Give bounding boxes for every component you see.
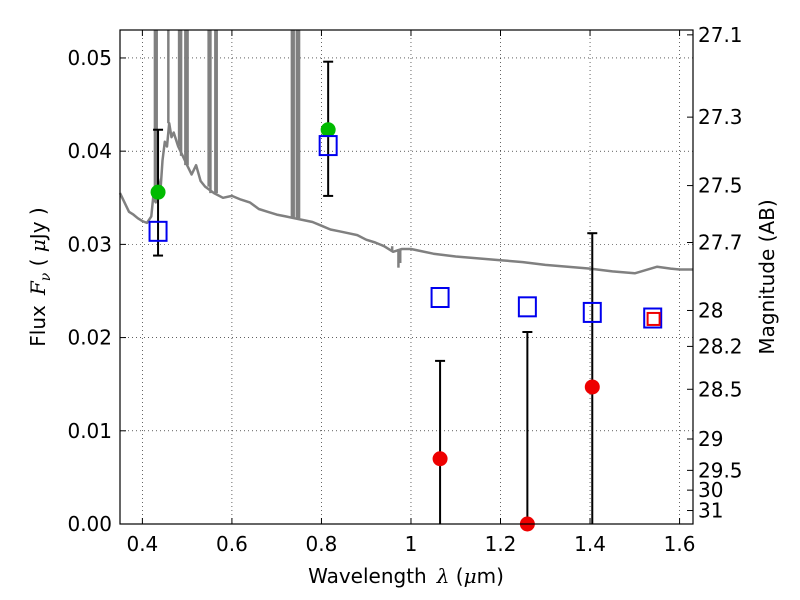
y-axis-unit-rest: Jy ): [26, 207, 50, 241]
error-bars: [153, 60, 598, 524]
magnitude-tick-label: 27.5: [698, 174, 743, 198]
x-axis-unit-mu: μ: [464, 564, 477, 588]
y-tick-label: 0.03: [67, 232, 112, 256]
data-point: [584, 379, 600, 395]
y-tick-label: 0.02: [67, 326, 112, 350]
magnitude-tick-label: 28.2: [698, 334, 743, 358]
x-tick-label: 0.4: [126, 532, 158, 556]
plot-frame: [119, 29, 694, 525]
x-axis-label: Wavelength: [308, 564, 427, 588]
magnitude-tick-label: 27.1: [698, 23, 743, 47]
x-tick-label: 1.6: [664, 532, 696, 556]
model-square: [148, 220, 168, 242]
magnitude-tick-label: 30: [698, 478, 723, 502]
data-point: [320, 122, 336, 138]
x-axis-symbol: λ: [436, 564, 450, 588]
x-tick-label: 0.6: [216, 532, 248, 556]
y-axis-title: Flux Fν ( μJy ): [26, 207, 54, 346]
y-axis-unit-open: (: [26, 252, 50, 273]
extra-square: [646, 311, 661, 326]
x-axis-unit-rest: m): [477, 564, 504, 588]
x-tick-label: 1.2: [485, 532, 517, 556]
data-point: [432, 451, 448, 467]
model-square: [430, 287, 450, 309]
y-tick-label: 0.01: [67, 419, 112, 443]
y-axis-label: Flux: [26, 305, 50, 347]
magnitude-tick-label: 28.5: [698, 377, 743, 401]
magnitude-tick-label: 27.7: [698, 231, 743, 255]
model-square: [643, 307, 663, 329]
y2-axis-title: Magnitude (AB): [755, 199, 779, 354]
x-tick-label: 0.8: [306, 532, 338, 556]
y-tick-label: 0.04: [67, 139, 112, 163]
magnitude-tick-label: 28: [698, 298, 723, 322]
data-point: [150, 184, 166, 200]
magnitude-tick-label: 27.3: [698, 105, 743, 129]
y-tick-label: 0.05: [67, 46, 112, 70]
x-tick-label: 1: [405, 532, 418, 556]
y-axis-ticks: 0.00 0.01 0.02 0.03 0.04 0.05: [67, 46, 126, 536]
x-axis-title: Wavelength λ (μm): [308, 564, 504, 588]
y-axis-symbol: F: [26, 280, 50, 296]
x-axis-ticks: 0.4 0.6 0.8 1 1.2 1.4 1.6: [126, 30, 695, 556]
y-tick-label: 0.00: [67, 512, 112, 536]
magnitude-tick-label: 29: [698, 427, 723, 451]
model-square: [517, 296, 537, 318]
model-square: [318, 135, 338, 157]
magnitude-tick-label: 29.5: [698, 458, 743, 482]
x-tick-label: 1.4: [574, 532, 606, 556]
magnitude-tick-label: 31: [698, 499, 723, 523]
y-axis-symbol-sub: ν: [38, 272, 54, 281]
model-square: [582, 301, 602, 323]
y-axis-unit-mu: μ: [26, 239, 50, 252]
x-axis-unit-open: (: [449, 564, 463, 588]
